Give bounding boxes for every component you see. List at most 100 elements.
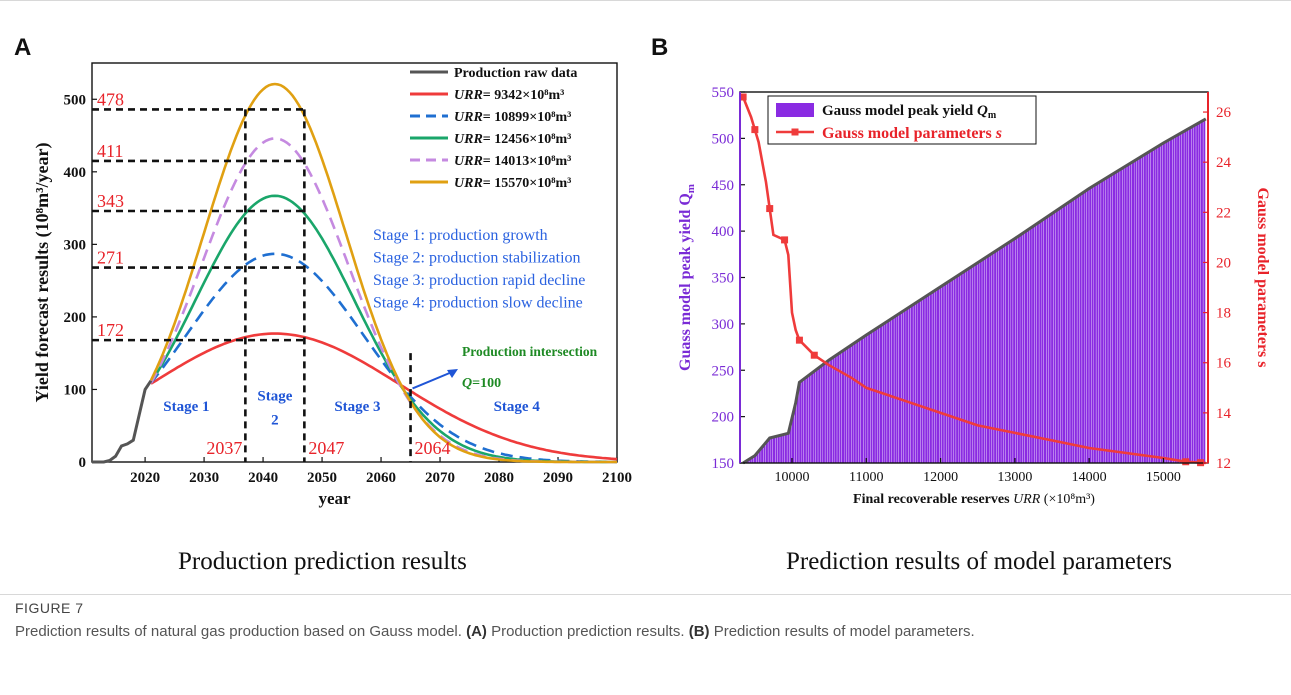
bar	[844, 349, 847, 463]
bar	[925, 296, 928, 463]
bar	[1181, 131, 1184, 463]
legend-urr-value: = 10899×10⁸m³	[483, 110, 572, 125]
bar	[1025, 231, 1027, 463]
bar	[1022, 232, 1025, 463]
legend-urr: URR	[454, 176, 483, 191]
bar	[763, 444, 766, 463]
bar	[1165, 141, 1168, 463]
caption-b-text: Prediction results of model parameters.	[709, 623, 975, 640]
y-left-tick-label: 550	[712, 85, 735, 101]
bar	[787, 433, 790, 463]
bar	[861, 337, 863, 463]
y-right-tick-label: 24	[1216, 155, 1232, 171]
legend-urr-value: = 12456×10⁸m³	[483, 132, 572, 147]
bar	[851, 344, 854, 463]
bar	[953, 277, 956, 463]
bar	[956, 276, 959, 463]
parameter-chart: 10000 11000 12000 13000 14000 15000 150 200 250 3…	[677, 85, 1271, 507]
bar	[1103, 179, 1106, 463]
y-left-tick-label: 400	[712, 224, 735, 240]
bar	[927, 294, 930, 463]
bar	[1129, 163, 1132, 463]
bar	[1105, 177, 1108, 463]
bar	[842, 350, 844, 463]
bar	[1086, 189, 1089, 463]
bar	[796, 391, 799, 463]
legend-line-marker	[791, 128, 799, 136]
caption-text: Prediction results of natural gas produc…	[15, 622, 1275, 642]
bar	[756, 452, 759, 463]
bar	[1146, 152, 1149, 463]
legend-urr-value: = 15570×10⁸m³	[483, 176, 572, 191]
raw-data-line	[92, 379, 153, 464]
bar	[913, 303, 916, 463]
bar	[880, 325, 882, 463]
legend-label: URR= 10899×10⁸m³	[454, 110, 571, 125]
bar	[1153, 148, 1156, 463]
bar	[918, 300, 920, 463]
bar	[794, 403, 797, 463]
y-left-axis-title-main: Guass model peak yield Q	[677, 193, 694, 371]
stage-note: Stage 3: production rapid decline	[373, 272, 585, 289]
y-right-tick-label: 14	[1216, 406, 1232, 422]
bar	[922, 297, 925, 463]
bar	[773, 436, 775, 463]
y-tick-label: 500	[64, 92, 87, 108]
x-axis-title: year	[318, 489, 351, 508]
x-tick-label: 2030	[189, 470, 219, 486]
caption-a-tag: (A)	[466, 623, 487, 640]
bar	[768, 438, 771, 463]
series-line-0	[150, 332, 618, 461]
bar	[1198, 122, 1201, 463]
bar	[977, 262, 980, 463]
stage-label: Stage 1	[163, 399, 209, 415]
bar	[939, 286, 942, 463]
x-tick-label: 2040	[248, 470, 278, 486]
y-left-tick-label: 350	[712, 271, 735, 287]
legend-label: URR= 9342×10⁸m³	[454, 88, 564, 103]
reference-label: 271	[97, 248, 124, 268]
y-tick-label: 300	[64, 237, 87, 253]
bar	[1160, 144, 1163, 463]
legend-bar-var: Q	[977, 103, 988, 119]
x-tick-label: 2050	[307, 470, 337, 486]
bar	[1101, 180, 1104, 463]
bar-outline-line	[742, 117, 1207, 465]
vertical-marker-label: 2037	[206, 438, 242, 458]
bar	[1127, 164, 1130, 463]
legend-label: URR= 12456×10⁸m³	[454, 132, 571, 147]
bar	[987, 256, 989, 463]
legend-urr-value: = 14013×10⁸m³	[483, 154, 572, 169]
bar	[832, 357, 835, 463]
x-tick-label: 2100	[602, 470, 632, 486]
bar	[858, 339, 861, 463]
x-tick-label: 2090	[543, 470, 573, 486]
bar	[780, 435, 783, 463]
bar	[1141, 155, 1144, 464]
x-tick-label-b: 12000	[923, 470, 958, 485]
bar	[775, 436, 778, 463]
stage-label: Stage 4	[494, 399, 541, 415]
bar	[761, 446, 764, 463]
bar	[1196, 123, 1199, 464]
y-axis-title: Yield forecast results (10⁸m³/year)	[32, 143, 53, 403]
production-chart: 2020 2030 2040 2050 2060 2070 2080 2090 2100 0 100…	[32, 62, 632, 508]
bar	[941, 285, 944, 463]
bar	[1203, 119, 1206, 463]
y-right-tick-label: 20	[1216, 255, 1231, 271]
bar	[875, 328, 878, 463]
bar	[1177, 134, 1180, 463]
legend-urr: URR	[454, 154, 483, 169]
intersection-var: Q	[462, 376, 472, 391]
bar	[932, 291, 935, 463]
bar	[1010, 240, 1013, 463]
bar	[863, 336, 866, 463]
bar	[1172, 137, 1175, 464]
series-line-4	[149, 82, 617, 464]
bar	[951, 279, 954, 463]
bar	[815, 369, 818, 463]
y-left-tick-label: 450	[712, 178, 735, 194]
bar	[1096, 183, 1099, 463]
y-left-tick-label: 250	[712, 363, 735, 379]
bar	[934, 290, 937, 463]
